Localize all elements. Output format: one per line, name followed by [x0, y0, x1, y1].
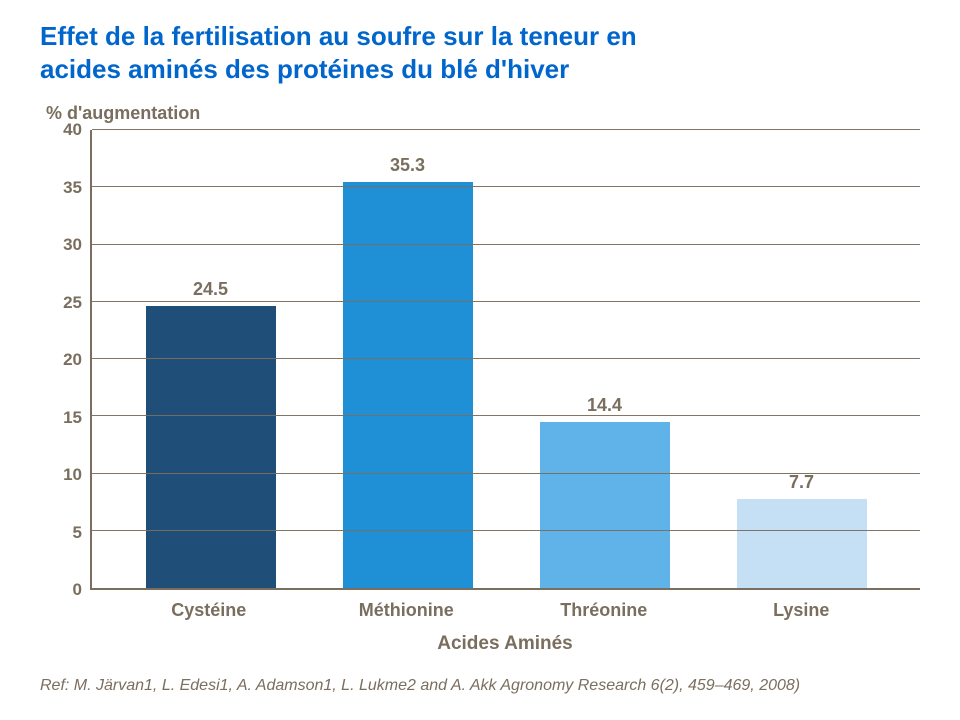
- plot-area: 24.5 35.3 14.4 7.7: [90, 130, 920, 590]
- bar-value-label: 7.7: [789, 472, 814, 493]
- bar-slot: 35.3: [333, 155, 483, 588]
- x-category-label: Lysine: [726, 600, 876, 621]
- y-tick: 5: [73, 523, 82, 543]
- x-category-label: Méthionine: [331, 600, 481, 621]
- bar-value-label: 24.5: [193, 279, 228, 300]
- bar-value-label: 35.3: [390, 155, 425, 176]
- y-tick: 30: [63, 235, 82, 255]
- x-category-label: Thréonine: [529, 600, 679, 621]
- bar: [540, 422, 670, 588]
- bar-slot: 14.4: [530, 395, 680, 588]
- x-category-label: Cystéine: [134, 600, 284, 621]
- y-tick: 40: [63, 120, 82, 140]
- grid-line: [92, 415, 920, 416]
- y-axis-label: % d'augmentation: [46, 103, 920, 124]
- y-tick: 25: [63, 293, 82, 313]
- bar-value-label: 14.4: [587, 395, 622, 416]
- chart-title: Effet de la fertilisation au soufre sur …: [40, 20, 920, 85]
- grid-line: [92, 473, 920, 474]
- title-line1: Effet de la fertilisation au soufre sur …: [40, 21, 637, 51]
- y-axis: 0510152025303540: [40, 130, 90, 590]
- x-axis-labels: Cystéine Méthionine Thréonine Lysine: [40, 590, 920, 621]
- bars-container: 24.5 35.3 14.4 7.7: [92, 130, 920, 588]
- x-axis-title: Acides Aminés: [40, 633, 920, 655]
- grid-line: [92, 129, 920, 130]
- y-tick: 20: [63, 350, 82, 370]
- bar: [737, 499, 867, 588]
- y-tick: 15: [63, 408, 82, 428]
- chart-area: 0510152025303540 24.535.314.47.7: [40, 130, 920, 590]
- reference-citation: Ref: M. Järvan1, L. Edesi1, A. Adamson1,…: [40, 677, 920, 695]
- y-tick: 10: [63, 465, 82, 485]
- bar: [146, 306, 276, 588]
- grid-line: [92, 358, 920, 359]
- grid-line: [92, 530, 920, 531]
- grid-line: [92, 244, 920, 245]
- title-line2: acides aminés des protéines du blé d'hiv…: [40, 54, 569, 84]
- grid-line: [92, 301, 920, 302]
- y-tick: 0: [73, 580, 82, 600]
- bar-slot: 24.5: [136, 279, 286, 588]
- y-tick: 35: [63, 178, 82, 198]
- grid-line: [92, 186, 920, 187]
